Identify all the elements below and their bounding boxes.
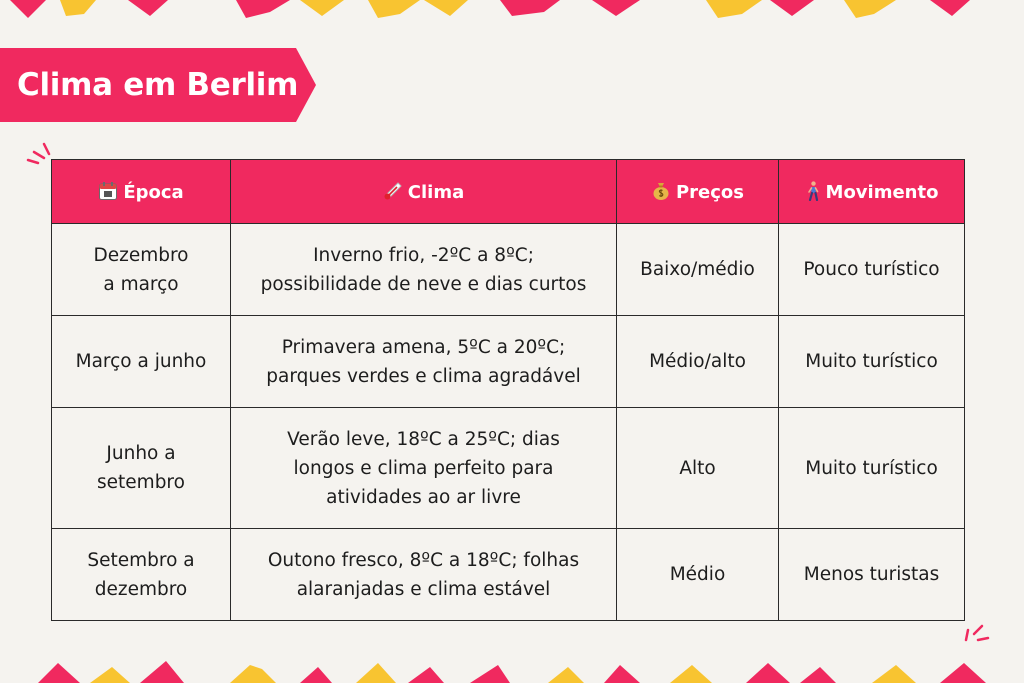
table-row: Dezembro a março Inverno frio, -2ºC a 8ºC…: [51, 223, 965, 316]
header-clima-label: Clima: [407, 181, 465, 203]
table-row: Setembro a dezembro Outono fresco, 8ºC a …: [51, 528, 965, 621]
cell-clima: Inverno frio, -2ºC a 8ºC; possibilidade d…: [230, 223, 617, 316]
money-bag-icon: [651, 181, 671, 201]
calendar-icon: [98, 181, 118, 201]
spark-decoration-right: [964, 624, 990, 642]
thermometer-icon: [383, 181, 403, 201]
cell-epoca: Dezembro a março: [51, 223, 231, 316]
header-epoca-label: Época: [123, 181, 184, 203]
cell-epoca: Março a junho: [51, 315, 231, 408]
spark-decoration-left: [26, 142, 51, 165]
header-precos: Preços: [616, 159, 779, 224]
cell-clima: Verão leve, 18ºC a 25ºC; dias longos e cl…: [230, 407, 617, 529]
header-movimento: Movimento: [778, 159, 965, 224]
cell-precos: Médio: [616, 528, 779, 621]
cell-movimento: Pouco turístico: [778, 223, 965, 316]
header-precos-label: Preços: [675, 181, 745, 203]
decorative-bottom-strokes: [38, 661, 986, 683]
cell-precos: Alto: [616, 407, 779, 529]
title-banner: Clima em Berlim: [0, 48, 316, 122]
table-header-row: Época Clima: [51, 159, 965, 224]
cell-movimento: Muito turístico: [778, 407, 965, 529]
cell-precos: Baixo/médio: [616, 223, 779, 316]
header-epoca: Época: [51, 159, 231, 224]
person-walking-icon: [805, 180, 821, 201]
table-row: Junho a setembro Verão leve, 18ºC a 25ºC;…: [51, 407, 965, 529]
page-title: Clima em Berlim: [17, 67, 299, 103]
decorative-top-strokes: [10, 0, 970, 18]
climate-table: Época Clima: [51, 159, 965, 621]
cell-clima: Outono fresco, 8ºC a 18ºC; folhas alaranj…: [230, 528, 617, 621]
table-row: Março a junho Primavera amena, 5ºC a 20º…: [51, 315, 965, 408]
header-clima: Clima: [230, 159, 617, 224]
title-banner-shape: [0, 48, 316, 122]
cell-clima: Primavera amena, 5ºC a 20ºC; parques verd…: [230, 315, 617, 408]
cell-epoca: Junho a setembro: [51, 407, 231, 529]
cell-epoca: Setembro a dezembro: [51, 528, 231, 621]
header-movimento-label: Movimento: [825, 181, 939, 203]
cell-movimento: Muito turístico: [778, 315, 965, 408]
cell-movimento: Menos turistas: [778, 528, 965, 621]
cell-precos: Médio/alto: [616, 315, 779, 408]
